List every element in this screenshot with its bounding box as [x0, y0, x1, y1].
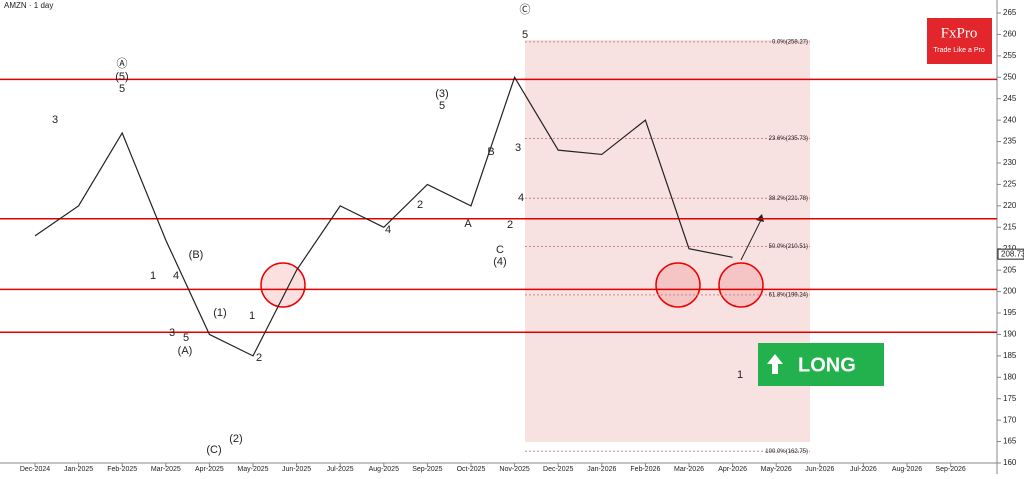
- wave-label: (4): [493, 256, 506, 268]
- wave-label: Ⓐ: [117, 57, 128, 70]
- slogan: Trade Like a Pro: [933, 47, 985, 54]
- y-tick-label: 230: [1003, 158, 1017, 167]
- y-tick-label: 255: [1003, 51, 1017, 60]
- y-tick-label: 170: [1003, 415, 1017, 424]
- wave-label: 5: [183, 332, 189, 344]
- fib-label: 38.2%(221.78): [769, 196, 808, 202]
- x-tick-label: Jan-2025: [64, 466, 93, 473]
- y-tick-label: 220: [1003, 201, 1017, 210]
- logo: [927, 18, 992, 64]
- x-tick-label: Nov-2025: [499, 466, 529, 473]
- target-arrow: [740, 217, 763, 261]
- x-tick-label: Aug-2025: [369, 466, 399, 473]
- last-price-box: [997, 248, 1024, 260]
- y-tick-label: 210: [1003, 244, 1017, 253]
- y-tick-label: 165: [1003, 437, 1017, 446]
- wave-label: C: [496, 244, 504, 256]
- wave-label: (5): [115, 71, 128, 83]
- y-tick-label: 195: [1003, 308, 1017, 317]
- price-line: [34, 75, 733, 357]
- wave-label: 1: [737, 369, 743, 381]
- last-price-label: 208.73: [1001, 249, 1024, 258]
- wave-label: (1): [213, 307, 226, 319]
- x-tick-label: Jul-2026: [850, 466, 877, 473]
- wave-label: (B): [189, 249, 204, 261]
- y-tick-label: 190: [1003, 330, 1017, 339]
- x-tick-label: Feb-2026: [630, 466, 660, 473]
- x-tick-label: Oct-2025: [457, 466, 486, 473]
- x-tick-label: May-2025: [237, 466, 268, 473]
- wave-label: 4: [518, 192, 524, 204]
- wave-label: 2: [417, 199, 423, 211]
- fib-label: 23.6%(235.73): [769, 136, 808, 142]
- y-tick-label: 235: [1003, 137, 1017, 146]
- wave-label: 5: [119, 83, 125, 95]
- signal-box: [758, 343, 884, 386]
- x-tick-label: Feb-2025: [107, 466, 137, 473]
- brand: FxPro: [941, 25, 978, 41]
- fib-label: 50.0%(210.51): [769, 244, 808, 250]
- wave-label: 3: [515, 142, 521, 154]
- y-tick-label: 265: [1003, 8, 1017, 17]
- wave-label: Ⓒ: [520, 3, 531, 16]
- x-tick-label: Apr-2026: [718, 466, 747, 473]
- zone-circle: [260, 262, 306, 308]
- x-tick-label: Jun-2025: [282, 466, 311, 473]
- wave-label: 3: [52, 114, 58, 126]
- zone-circle: [655, 262, 701, 308]
- wave-label: (A): [178, 345, 193, 357]
- x-tick-label: Mar-2026: [674, 466, 704, 473]
- wave-label: A: [464, 218, 472, 230]
- y-tick-label: 175: [1003, 394, 1017, 403]
- fib-label: 0.0%(258.27): [772, 39, 808, 45]
- x-tick-label: Jan-2026: [587, 466, 616, 473]
- y-tick-label: 240: [1003, 115, 1017, 124]
- x-tick-label: Mar-2025: [151, 466, 181, 473]
- y-tick-label: 250: [1003, 72, 1017, 81]
- wave-label: (2): [229, 433, 242, 445]
- wave-label: 2: [256, 352, 262, 364]
- y-tick-label: 180: [1003, 372, 1017, 381]
- x-tick-label: Aug-2026: [892, 466, 922, 473]
- wave-label: B: [487, 146, 494, 158]
- wave-label: 3: [169, 327, 175, 339]
- fib-label: 100.0%(162.75): [765, 449, 808, 455]
- y-tick-label: 205: [1003, 265, 1017, 274]
- wave-label: 5: [439, 100, 445, 112]
- y-tick-label: 200: [1003, 287, 1017, 296]
- wave-label: 4: [173, 270, 179, 282]
- wave-label: 1: [150, 270, 156, 282]
- wave-label: (C): [206, 444, 221, 456]
- y-tick-label: 245: [1003, 94, 1017, 103]
- y-tick-label: 260: [1003, 30, 1017, 39]
- x-tick-label: Dec-2024: [20, 466, 50, 473]
- chart-title: AMZN · 1 day: [4, 1, 53, 10]
- y-tick-label: 225: [1003, 180, 1017, 189]
- fib-label: 61.8%(199.24): [769, 292, 808, 298]
- signal-label: LONG: [798, 354, 856, 376]
- wave-label: 4: [385, 224, 391, 236]
- x-tick-label: Apr-2025: [195, 466, 224, 473]
- x-tick-label: Sep-2025: [412, 466, 442, 473]
- x-tick-label: Jun-2026: [805, 466, 834, 473]
- zone-circle: [718, 262, 764, 308]
- x-tick-label: May-2026: [761, 466, 792, 473]
- x-tick-label: Jul-2025: [327, 466, 354, 473]
- wave-label: 2: [507, 219, 513, 231]
- y-tick-label: 160: [1003, 458, 1017, 467]
- y-tick-label: 215: [1003, 222, 1017, 231]
- x-tick-label: Sep-2026: [935, 466, 965, 473]
- wave-label: (3): [435, 88, 448, 100]
- wave-label: 5: [522, 29, 528, 41]
- up-arrow: [767, 354, 783, 374]
- y-tick-label: 185: [1003, 351, 1017, 360]
- wave-label: 1: [249, 310, 255, 322]
- x-tick-label: Dec-2025: [543, 466, 573, 473]
